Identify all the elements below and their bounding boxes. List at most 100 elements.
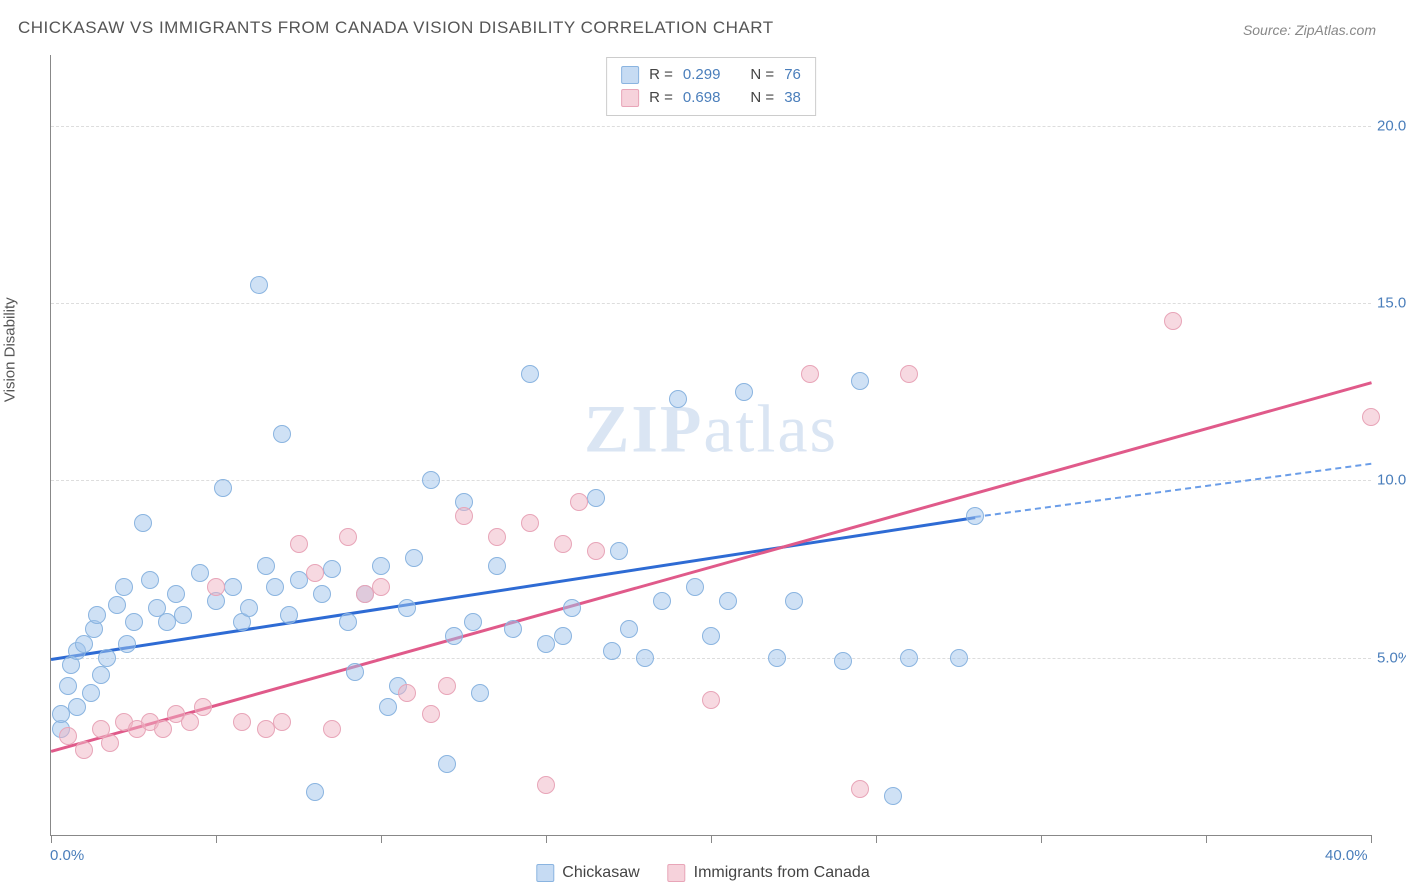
trend-line	[51, 516, 975, 660]
x-tick	[711, 835, 712, 843]
data-point	[422, 705, 440, 723]
x-tick	[546, 835, 547, 843]
data-point	[537, 635, 555, 653]
data-point	[154, 720, 172, 738]
data-point	[1362, 408, 1380, 426]
data-point	[92, 666, 110, 684]
data-point	[521, 365, 539, 383]
data-point	[900, 365, 918, 383]
data-point	[379, 698, 397, 716]
legend-item: Immigrants from Canada	[668, 864, 870, 882]
data-point	[504, 620, 522, 638]
data-point	[471, 684, 489, 702]
data-point	[603, 642, 621, 660]
data-point	[834, 652, 852, 670]
data-point	[768, 649, 786, 667]
data-point	[339, 613, 357, 631]
data-point	[455, 507, 473, 525]
data-point	[702, 627, 720, 645]
data-point	[207, 578, 225, 596]
x-tick	[1041, 835, 1042, 843]
legend-swatch	[621, 89, 639, 107]
data-point	[669, 390, 687, 408]
legend-swatch	[621, 66, 639, 84]
r-value: 0.299	[683, 64, 721, 87]
data-point	[82, 684, 100, 702]
data-point	[98, 649, 116, 667]
data-point	[306, 564, 324, 582]
data-point	[101, 734, 119, 752]
y-tick-label: 20.0%	[1377, 117, 1406, 134]
data-point	[884, 787, 902, 805]
data-point	[214, 479, 232, 497]
data-point	[323, 720, 341, 738]
legend-label: Chickasaw	[562, 864, 639, 882]
series-legend: Chickasaw Immigrants from Canada	[536, 864, 869, 882]
data-point	[851, 780, 869, 798]
data-point	[290, 535, 308, 553]
data-point	[346, 663, 364, 681]
legend-label: Immigrants from Canada	[694, 864, 870, 882]
data-point	[167, 585, 185, 603]
data-point	[75, 741, 93, 759]
data-point	[158, 613, 176, 631]
data-point	[224, 578, 242, 596]
x-tick	[876, 835, 877, 843]
y-tick-label: 5.0%	[1377, 649, 1406, 666]
data-point	[181, 713, 199, 731]
gridline	[51, 658, 1371, 659]
y-tick-label: 10.0%	[1377, 472, 1406, 489]
x-tick	[381, 835, 382, 843]
data-point	[398, 684, 416, 702]
gridline	[51, 480, 1371, 481]
data-point	[372, 557, 390, 575]
x-tick	[1371, 835, 1372, 843]
data-point	[653, 592, 671, 610]
y-axis-label: Vision Disability	[2, 297, 19, 402]
y-tick-label: 15.0%	[1377, 295, 1406, 312]
data-point	[537, 776, 555, 794]
n-value: 38	[784, 87, 801, 110]
data-point	[141, 571, 159, 589]
data-point	[125, 613, 143, 631]
data-point	[966, 507, 984, 525]
data-point	[851, 372, 869, 390]
data-point	[801, 365, 819, 383]
data-point	[68, 698, 86, 716]
data-point	[521, 514, 539, 532]
x-axis-min: 0.0%	[50, 847, 84, 864]
data-point	[266, 578, 284, 596]
legend-swatch	[536, 864, 554, 882]
data-point	[587, 489, 605, 507]
data-point	[59, 727, 77, 745]
data-point	[422, 471, 440, 489]
data-point	[174, 606, 192, 624]
legend-row: R =0.698N =38	[621, 87, 801, 110]
data-point	[686, 578, 704, 596]
data-point	[134, 514, 152, 532]
data-point	[398, 599, 416, 617]
chart-title: CHICKASAW VS IMMIGRANTS FROM CANADA VISI…	[18, 18, 774, 38]
data-point	[191, 564, 209, 582]
data-point	[313, 585, 331, 603]
data-point	[554, 627, 572, 645]
data-point	[323, 560, 341, 578]
data-point	[250, 276, 268, 294]
data-point	[900, 649, 918, 667]
n-label: N =	[750, 87, 774, 110]
data-point	[570, 493, 588, 511]
data-point	[339, 528, 357, 546]
data-point	[735, 383, 753, 401]
data-point	[719, 592, 737, 610]
data-point	[372, 578, 390, 596]
correlation-legend: R =0.299N =76R =0.698N =38	[606, 57, 816, 116]
data-point	[950, 649, 968, 667]
data-point	[587, 542, 605, 560]
watermark: ZIPatlas	[584, 390, 838, 469]
r-label: R =	[649, 64, 673, 87]
data-point	[118, 635, 136, 653]
legend-swatch	[668, 864, 686, 882]
data-point	[405, 549, 423, 567]
gridline	[51, 303, 1371, 304]
x-tick	[1206, 835, 1207, 843]
